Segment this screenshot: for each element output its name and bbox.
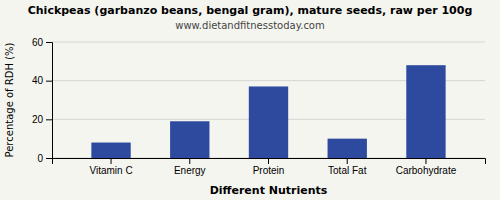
tick-mark: [46, 81, 52, 82]
tick-mark: [46, 42, 52, 43]
tick-label: 20: [32, 114, 44, 125]
x-axis: Vitamin C Energy Protein Total Fat Carbohydr…: [53, 158, 486, 176]
y-axis-title: Percentage of RDH (%): [4, 42, 15, 157]
bar: [406, 65, 445, 158]
tick-label: Vitamin C: [89, 165, 132, 176]
tick-mark: [347, 158, 348, 164]
tick: Carbohydrate: [396, 158, 457, 176]
tick: Vitamin C: [89, 158, 132, 176]
tick-label: Total Fat: [328, 165, 367, 176]
axis-line: [46, 43, 53, 159]
chart: Chickpeas (garbanzo beans, bengal gram),…: [0, 0, 500, 200]
tick-label: 0: [37, 153, 43, 164]
tick-label: Protein: [253, 165, 285, 176]
tick: Protein: [253, 158, 285, 176]
tick: Total Fat: [328, 158, 367, 176]
background: [0, 0, 500, 200]
tick-mark: [268, 158, 269, 164]
bars: [91, 65, 445, 158]
tick-mark: [46, 119, 52, 120]
bar: [328, 139, 367, 158]
tick: 0: [37, 153, 52, 164]
bar: [170, 121, 209, 158]
tick: 60: [32, 37, 52, 48]
bar: [91, 143, 130, 158]
tick-label: Energy: [174, 165, 206, 176]
x-axis-title: Different Nutrients: [210, 184, 328, 197]
subtitle: www.dietandfitnesstoday.com: [175, 20, 324, 31]
tick-mark: [111, 158, 112, 164]
tick-label: 40: [32, 75, 44, 86]
tick-label: 60: [32, 37, 44, 48]
grid-line: [52, 42, 485, 43]
plot: Vitamin C Energy Protein Total Fat Carbohydr…: [32, 37, 486, 176]
tick-mark: [425, 158, 426, 164]
bar: [249, 86, 288, 158]
tick-mark: [189, 158, 190, 164]
tick-mark: [46, 158, 52, 159]
grid: [52, 42, 485, 158]
tick: Energy: [174, 158, 206, 176]
tick: 40: [32, 75, 52, 86]
tick-label: Carbohydrate: [396, 165, 457, 176]
title: Chickpeas (garbanzo beans, bengal gram),…: [28, 4, 473, 17]
axis-line: [53, 159, 486, 165]
y-axis: 0 20 40 60: [32, 37, 53, 164]
tick: 20: [32, 114, 52, 125]
